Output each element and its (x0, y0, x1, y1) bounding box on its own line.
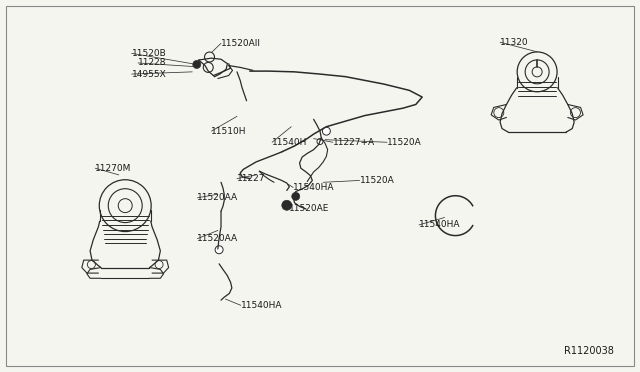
Text: R1120038: R1120038 (564, 346, 614, 356)
Circle shape (323, 127, 330, 135)
Text: 11227+A: 11227+A (333, 138, 375, 147)
Text: 11270M: 11270M (95, 164, 132, 173)
Text: 11540HA: 11540HA (419, 221, 461, 230)
Text: 11227: 11227 (237, 174, 266, 183)
Text: 11520AII: 11520AII (221, 39, 261, 48)
Text: 11540HA: 11540HA (293, 183, 335, 192)
Text: 11520AA: 11520AA (197, 234, 239, 243)
Text: 11520B: 11520B (132, 49, 166, 58)
Text: 11228: 11228 (138, 58, 166, 67)
Circle shape (317, 138, 323, 144)
Text: 11320: 11320 (500, 38, 529, 47)
Text: 11540H: 11540H (272, 138, 307, 147)
Circle shape (193, 61, 201, 68)
Text: 11510H: 11510H (211, 126, 247, 136)
Text: 11520A: 11520A (387, 138, 422, 147)
Text: 11520AA: 11520AA (197, 193, 239, 202)
Text: 11540HA: 11540HA (241, 301, 282, 310)
Circle shape (282, 200, 292, 210)
Text: 11520AE: 11520AE (289, 205, 330, 214)
Circle shape (215, 246, 223, 254)
Text: 11520A: 11520A (360, 176, 394, 185)
Text: 14955X: 14955X (132, 70, 166, 78)
Circle shape (292, 192, 300, 201)
